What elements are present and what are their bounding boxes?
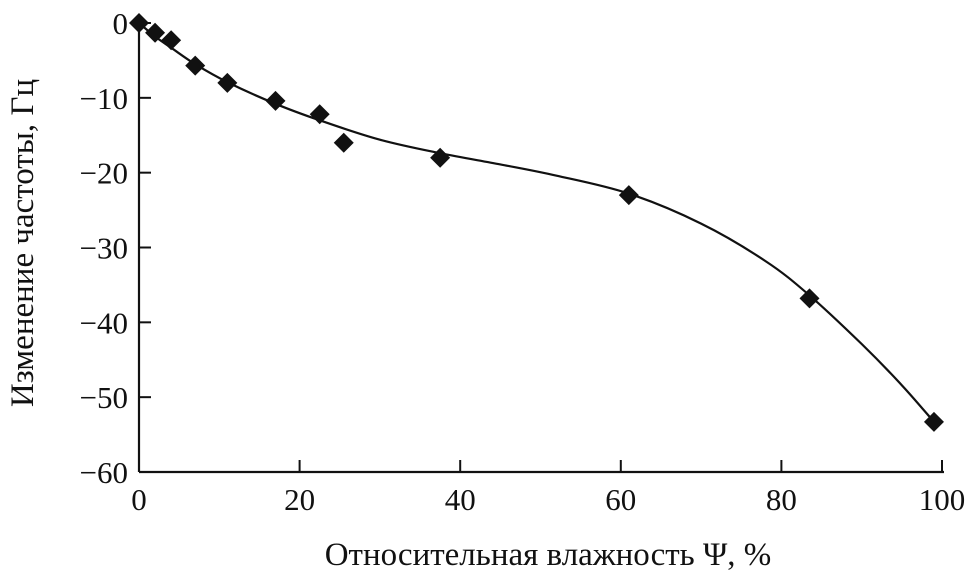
x-axis-title: Относительная влажность Ψ, % [325,537,772,573]
data-point [923,411,944,432]
data-points [129,13,944,432]
y-axis-title: Изменение частоты, Гц [5,79,41,407]
data-point [618,185,639,206]
data-point [129,13,149,33]
data-point [430,147,451,168]
data-point [161,30,182,51]
x-tick-label: 40 [445,482,476,517]
data-point [799,288,820,309]
data-point [185,55,206,76]
data-point [333,132,354,153]
y-tick-label: −60 [80,455,128,490]
y-tick-label: 0 [113,6,129,41]
x-tick-label: 60 [605,482,636,517]
data-point [309,104,330,125]
fit-curve [138,22,935,423]
y-tick-label: −50 [80,380,128,415]
x-tick-label: 80 [766,482,797,517]
x-tick-label: 20 [284,482,315,517]
y-tick-label: −10 [80,81,128,116]
data-point [217,72,238,93]
y-axis-ticks: 0 −10 −20 −30 −40 −50 −60 [80,6,151,490]
y-tick-label: −40 [80,305,128,340]
data-point [265,90,286,111]
y-tick-label: −30 [80,231,128,266]
x-axis-ticks: 0 20 40 60 80 100 [131,460,965,517]
x-tick-label: 0 [131,482,147,517]
y-tick-label: −20 [80,156,128,191]
x-tick-label: 100 [919,482,966,517]
data-point [145,22,166,43]
